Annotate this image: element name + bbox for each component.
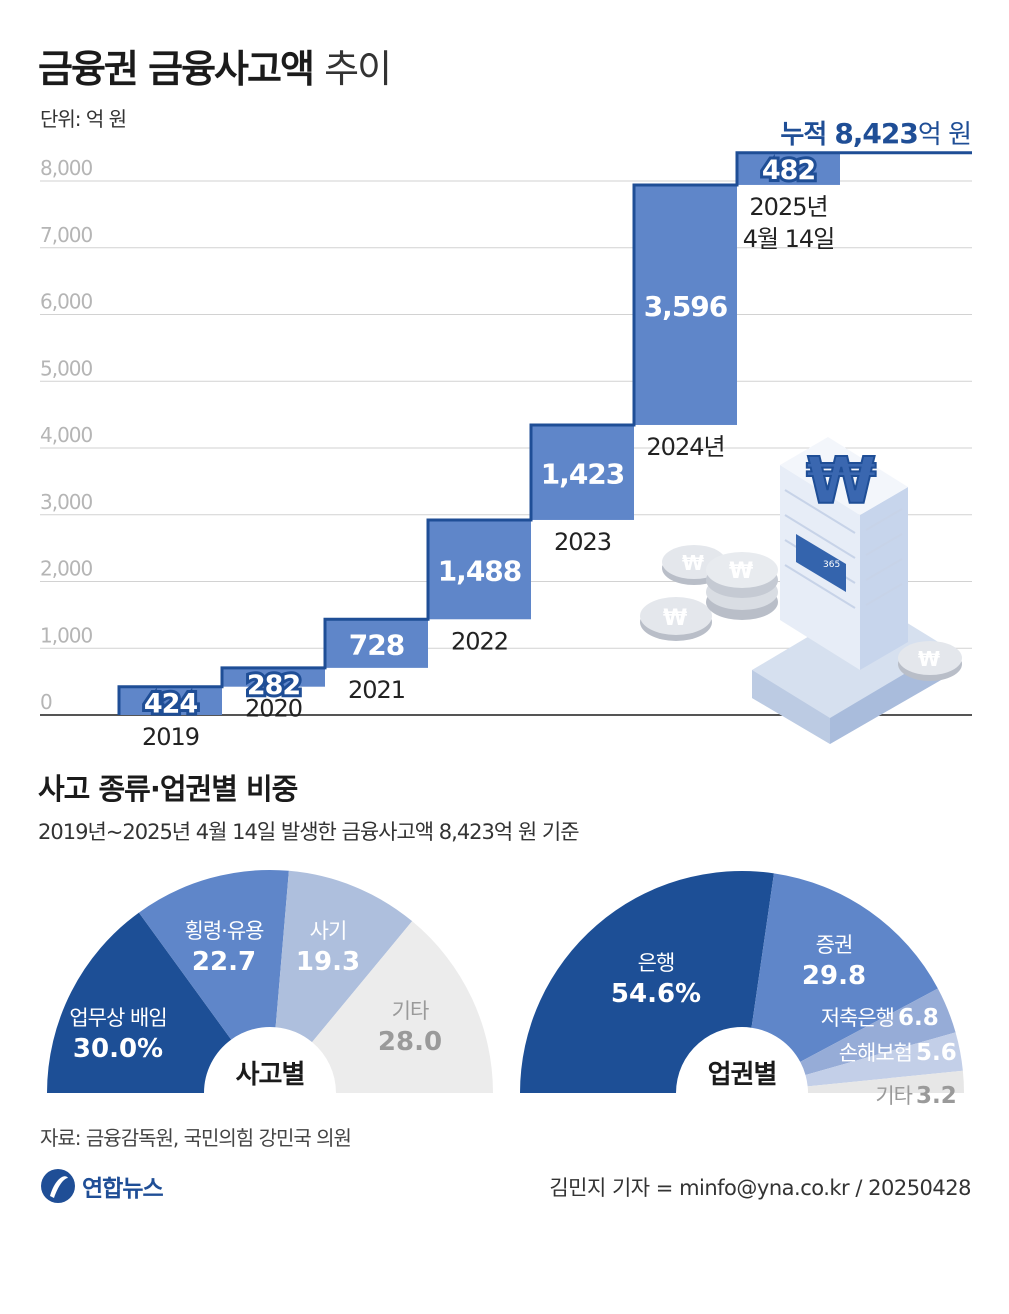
coin-symbol: ₩ — [729, 559, 753, 584]
slice-value-label: 19.3 — [296, 947, 360, 977]
bar-value-label: 482 — [762, 155, 815, 186]
building-right-face — [860, 487, 908, 670]
byline: 김민지 기자 = minfo@yna.co.kr / 20250428 — [549, 1176, 971, 1200]
illustration: 365 ₩ ₩ ₩ ₩ ₩ — [640, 437, 962, 744]
slice-name-label: 기타 — [392, 999, 429, 1023]
sector-chart: 업권별 은행 54.6% 증권 29.8 저축은행 6.8 손해보험 5.6기타 3.2 — [520, 871, 964, 1109]
slice-value-label: 22.7 — [192, 947, 256, 977]
pie-slice — [520, 871, 774, 1093]
category-label: 2023 — [554, 528, 611, 556]
y-tick-label: 6,000 — [40, 290, 93, 314]
slice-name-label: 사기 — [310, 919, 347, 943]
y-tick-label: 0 — [40, 690, 52, 714]
won-sign-icon: ₩ — [806, 445, 877, 519]
category-label: 2022 — [451, 627, 508, 655]
building-roof — [780, 437, 908, 515]
pie-slice — [805, 1032, 963, 1087]
bar-value-label: 728 — [349, 629, 404, 662]
semicircle-charts: 사고별 업무상 배임 30.0% 횡령·유용 22.7 사기 19.3 기타 28.0 업권별 은… — [47, 870, 964, 1109]
title-bold: 금융권 금융사고액 — [38, 47, 315, 91]
slice-value-label: 5.6 — [916, 1040, 957, 1066]
bar-value-label: 282 — [247, 670, 300, 701]
y-tick-label: 1,000 — [40, 623, 93, 647]
waterfall-bar — [737, 152, 840, 185]
section-title: 사고 종류·업권별 비중 — [38, 772, 298, 806]
coin-symbol: ₩ — [682, 551, 704, 575]
slice-value-label: 29.8 — [802, 961, 866, 991]
pie-slice — [807, 1070, 964, 1093]
category-label: 2021 — [348, 676, 405, 704]
slice-name-label: 기타 — [875, 1084, 912, 1108]
title-light: 추이 — [324, 47, 392, 91]
slice-value-label: 3.2 — [916, 1083, 957, 1109]
y-tick-label: 5,000 — [40, 356, 93, 380]
category-label: 2019 — [142, 723, 199, 751]
total-suffix: 억 원 — [917, 120, 972, 150]
slice-name-label: 업무상 배임 — [69, 1006, 166, 1030]
waterfall-chart: 0 1,000 2,000 3,000 4,000 5,000 6,000 7,000 8,00… — [40, 151, 972, 751]
bar-value-label: 3,596 — [644, 290, 728, 323]
slice-value-label: 6.8 — [898, 1005, 939, 1031]
waterfall-bar — [222, 667, 325, 687]
pie-slice — [800, 988, 956, 1075]
slice-value-label: 54.6% — [611, 979, 701, 1009]
total-value: 8,423 — [834, 117, 919, 150]
slice-name-label: 은행 — [638, 951, 675, 975]
total-prefix: 누적 — [780, 120, 827, 150]
slice-name-label: 저축은행 — [821, 1006, 894, 1030]
page-title: 금융권 금융사고액 추이 — [38, 38, 392, 93]
category-label: 2020 — [245, 695, 302, 723]
chart-center-label: 업권별 — [708, 1060, 777, 1090]
pie-slice — [751, 873, 938, 1062]
atm-sign — [796, 534, 846, 592]
y-tick-label: 8,000 — [40, 156, 93, 180]
y-tick-label: 4,000 — [40, 423, 93, 447]
coin-symbol: ₩ — [918, 647, 940, 671]
coin-symbol: ₩ — [663, 606, 687, 631]
waterfall-bar — [634, 184, 737, 425]
pie-slice — [47, 912, 232, 1093]
slice-value-label: 30.0% — [73, 1034, 163, 1064]
yonhap-logo-icon — [41, 1169, 75, 1203]
waterfall-bar — [325, 619, 428, 668]
pie-slice — [275, 870, 413, 1043]
waterfall-bar — [428, 519, 531, 620]
waterfall-outline — [117, 151, 972, 715]
bar-value-label: 424 — [144, 689, 198, 720]
waterfall-bar — [531, 424, 634, 520]
y-tick-label: 3,000 — [40, 490, 93, 514]
accident-type-chart: 사고별 업무상 배임 30.0% 횡령·유용 22.7 사기 19.3 기타 28.0 — [47, 870, 493, 1093]
logo-text: 연합뉴스 — [82, 1176, 164, 1202]
y-tick-label: 7,000 — [40, 223, 93, 247]
slice-name-label: 증권 — [816, 933, 853, 957]
bar-value-label: 1,488 — [438, 555, 522, 588]
building-sign-text: 365 — [823, 560, 840, 570]
pie-slice — [138, 870, 289, 1040]
building-base-side — [752, 670, 830, 744]
y-tick-label: 2,000 — [40, 557, 93, 581]
unit-label: 단위: 억 원 — [40, 107, 127, 131]
chart-center-label: 사고별 — [236, 1060, 305, 1090]
slice-value-label: 28.0 — [378, 1027, 442, 1057]
pie-slice — [312, 921, 493, 1093]
cumulative-total: 누적 8,423억 원 — [780, 114, 972, 151]
category-label: 2024년 — [646, 433, 724, 461]
category-label: 2025년 — [749, 193, 827, 221]
bar-value-label: 1,423 — [541, 457, 625, 490]
coins-icon: ₩ ₩ ₩ ₩ — [640, 545, 962, 681]
source-note: 자료: 금융감독원, 국민의힘 강민국 의원 — [40, 1126, 352, 1150]
section-subtitle: 2019년~2025년 4월 14일 발생한 금융사고액 8,423억 원 기준 — [38, 820, 580, 844]
slice-name-label: 손해보험 — [839, 1041, 912, 1065]
category-label: 4월 14일 — [743, 225, 835, 253]
grid-layer: 0 1,000 2,000 3,000 4,000 5,000 6,000 7,000 8,00… — [40, 156, 972, 716]
slice-name-label: 횡령·유용 — [185, 919, 265, 943]
yonhap-logo: 연합뉴스 — [38, 1166, 164, 1206]
waterfall-bar — [119, 686, 222, 715]
